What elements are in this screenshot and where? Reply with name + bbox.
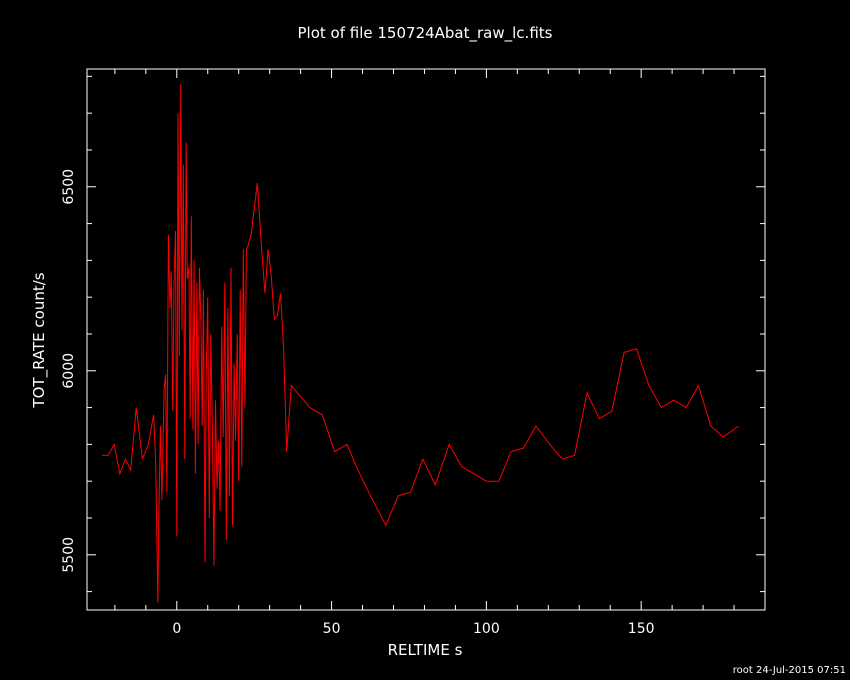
footer-stamp: root 24-Jul-2015 07:51 xyxy=(733,665,846,676)
axis-tick-labels: 0 50 100 150 5500 6000 6500 xyxy=(61,169,655,637)
x-tick-label: 100 xyxy=(473,621,500,637)
y-tick-label: 6000 xyxy=(61,353,77,389)
plot-frame xyxy=(86,68,766,611)
x-tick-label: 0 xyxy=(172,621,181,637)
y-tick-label: 5500 xyxy=(61,537,77,573)
chart-title: Plot of file 150724Abat_raw_lc.fits xyxy=(298,24,553,43)
y-tick-label: 6500 xyxy=(61,169,77,205)
series-line xyxy=(101,83,739,603)
x-tick-label: 50 xyxy=(323,621,341,637)
axis-ticks xyxy=(87,69,766,610)
y-axis-label: TOT_RATE count/s xyxy=(30,272,49,408)
x-axis-label: RELTIME s xyxy=(388,641,463,659)
x-tick-label: 150 xyxy=(628,621,655,637)
data-series xyxy=(101,83,739,603)
